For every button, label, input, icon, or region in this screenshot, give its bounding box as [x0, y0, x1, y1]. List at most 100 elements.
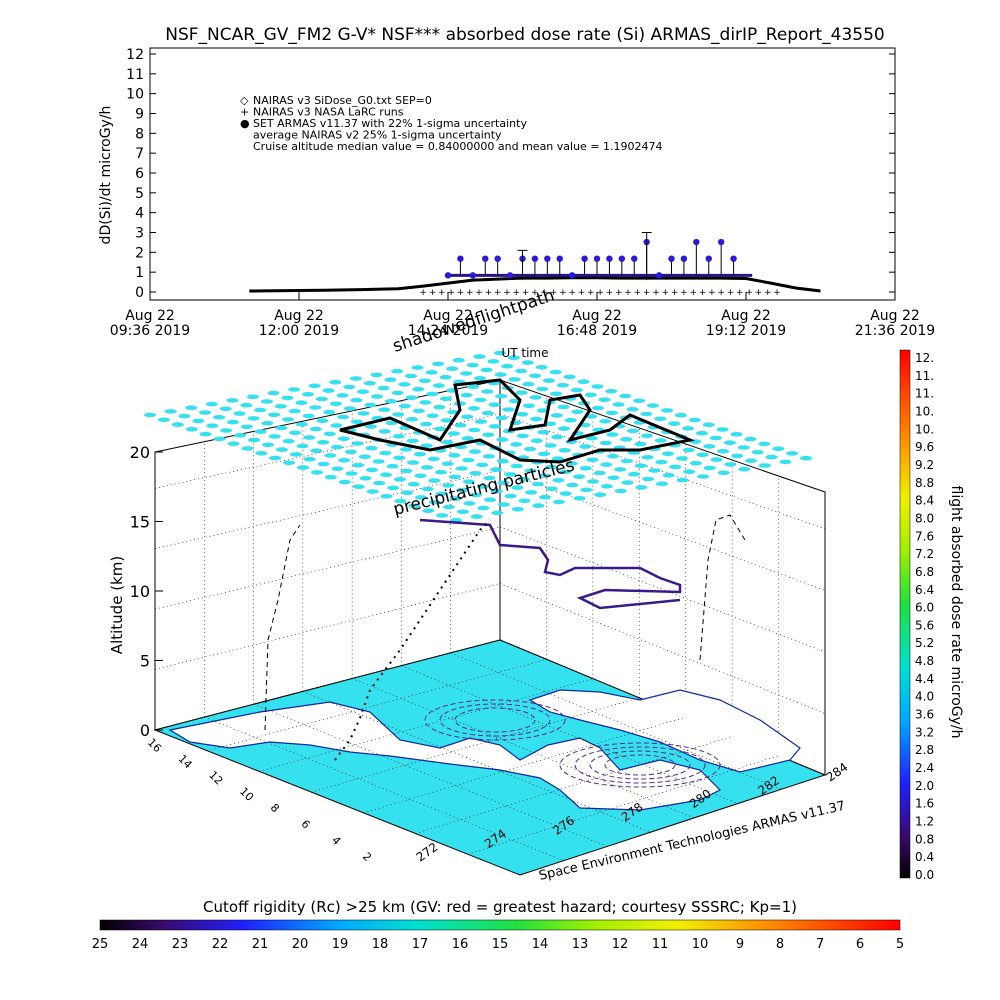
cutoff-rigidity-marker [426, 391, 439, 397]
nairas-larc-marker: + [727, 288, 735, 298]
cutoff-rigidity-marker [411, 365, 424, 370]
cutoff-rigidity-marker [571, 409, 584, 415]
cutoff-rigidity-marker [344, 449, 357, 455]
wall-projection-right [699, 514, 746, 661]
cutoff-rigidity-marker [470, 514, 483, 519]
cutoff-rigidity-marker [226, 398, 239, 403]
cutoff-rigidity-marker [435, 469, 447, 475]
x-tick-label-time: 12:00 2019 [259, 323, 339, 339]
cutoff-rigidity-marker [587, 479, 599, 484]
nairas-larc-marker: + [429, 288, 437, 298]
nairas-larc-marker: + [643, 288, 651, 298]
cutoff-rigidity-marker [494, 350, 506, 356]
cutoff-rigidity-marker [385, 420, 398, 426]
dose-colorbar-label: 2.0 [915, 779, 934, 793]
cutoff-rigidity-marker [350, 397, 363, 403]
cutoff-rigidity-marker [420, 421, 432, 427]
cutoff-rigidity-marker [640, 433, 653, 439]
cutoff-rigidity-marker [709, 435, 722, 441]
latitude-tick-label: 12 [206, 769, 225, 788]
cutoff-rigidity-marker [418, 378, 431, 384]
cutoff-rigidity-marker [447, 431, 460, 436]
cutoff-rigidity-marker [744, 436, 757, 442]
cutoff-rigidity-marker [529, 395, 542, 400]
cutoff-colorbar-label: 21 [252, 937, 269, 952]
x-tick-label-time: 16:48 2019 [557, 323, 637, 339]
cutoff-rigidity-marker [591, 384, 604, 389]
cutoff-rigidity-marker [442, 504, 455, 510]
cutoff-rigidity-marker [268, 412, 281, 418]
y-tick-label: 2 [135, 245, 144, 261]
cutoff-rigidity-marker [544, 443, 557, 448]
cutoff-rigidity-marker [371, 394, 383, 399]
dose-colorbar-label: 10. [915, 404, 934, 418]
cutoff-colorbar-label: 24 [132, 937, 149, 952]
cutoff-rigidity-marker [379, 450, 392, 456]
cutoff-rigidity-marker [407, 460, 420, 465]
cutoff-rigidity-marker [538, 451, 550, 457]
wall-grid-line [154, 526, 501, 610]
cutoff-colorbar-label: 25 [92, 937, 109, 952]
nairas-series-line [249, 276, 821, 293]
altitude-tick-label: 10 [130, 582, 150, 601]
cutoff-rigidity-marker [428, 499, 441, 505]
cutoff-rigidity-marker [745, 458, 757, 464]
nairas-larc-marker: + [708, 288, 716, 298]
cutoff-rigidity-marker [779, 459, 792, 465]
nairas-larc-marker: + [494, 288, 502, 298]
cutoff-rigidity-marker [559, 491, 572, 496]
cutoff-rigidity-marker [550, 413, 563, 418]
cutoff-rigidity-marker [440, 418, 453, 423]
cutoff-rigidity-marker [323, 431, 336, 437]
cutoff-rigidity-marker [507, 355, 520, 361]
cutoff-rigidity-marker [380, 472, 392, 478]
cutoff-rigidity-marker [370, 372, 383, 378]
cutoff-rigidity-marker [329, 379, 342, 385]
cutoff-rigidity-marker [289, 452, 302, 457]
cutoff-rigidity-marker [373, 480, 386, 486]
wall-grid-line [154, 413, 501, 489]
cutoff-rigidity-marker [702, 422, 715, 428]
cutoff-rigidity-marker [345, 471, 358, 476]
cutoff-rigidity-marker [282, 417, 294, 422]
cutoff-rigidity-marker [642, 476, 655, 482]
cutoff-rigidity-marker [338, 479, 351, 485]
cutoff-rigidity-marker [421, 465, 434, 470]
floor-grid-line [259, 678, 593, 772]
cutoff-rigidity-marker [470, 492, 483, 498]
dose-colorbar-labels: 12. 11. 11. 10. 10. 9.6 9.2 8.8 8.4 8.0 7.6 7.2 6.8 6… [915, 351, 934, 882]
cutoff-contour [439, 703, 551, 737]
flight-path-altitude [339, 378, 696, 464]
cutoff-rigidity-marker [380, 494, 393, 499]
cutoff-colorbar-label: 18 [372, 937, 389, 952]
y-tick-label: 10 [126, 87, 144, 103]
y-tick-label: 9 [135, 107, 144, 123]
armas-data-point [444, 272, 452, 279]
cutoff-rigidity-marker [489, 424, 501, 429]
cutoff-rigidity-marker [337, 436, 350, 442]
cutoff-rigidity-marker [605, 389, 618, 394]
cutoff-rigidity-marker [474, 376, 486, 381]
armas-data-point [705, 255, 712, 262]
cutoff-rigidity-marker [378, 429, 391, 434]
cutoff-rigidity-marker [765, 454, 778, 460]
cutoff-rigidity-marker [247, 416, 260, 421]
cutoff-rigidity-marker [487, 359, 500, 364]
cutoff-rigidity-marker [731, 453, 744, 459]
armas-data-point [531, 255, 539, 262]
dose-colorbar-label: 4.8 [915, 654, 934, 668]
cutoff-rigidity-marker [532, 503, 545, 508]
dose-colorbar-label: 8.4 [915, 494, 934, 508]
longitude-tick-label: 284 [824, 760, 851, 785]
nairas-larc-marker: + [624, 288, 632, 298]
nairas-larc-marker: + [447, 288, 455, 298]
cutoff-rigidity-marker [536, 386, 549, 392]
cutoff-rigidity-marker [577, 379, 590, 385]
altitude-axis-label: Altitude (km) [108, 556, 126, 654]
cutoff-colorbar-label: 9 [736, 937, 744, 952]
cutoff-colorbar-label: 15 [492, 937, 509, 952]
